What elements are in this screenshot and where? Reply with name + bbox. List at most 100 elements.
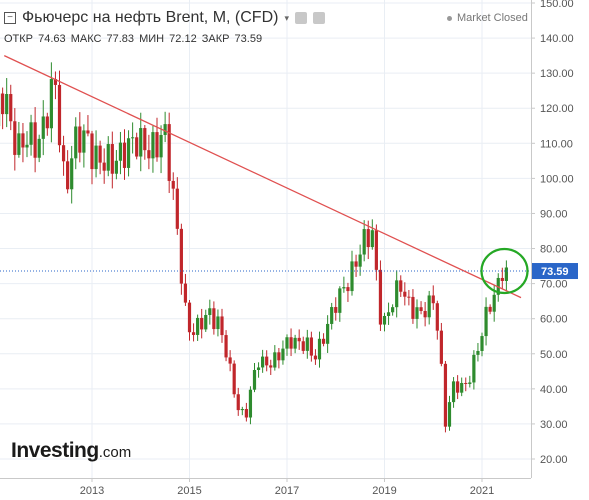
candle-body: [403, 291, 407, 297]
candle-body: [17, 133, 21, 155]
y-axis: 20.00 30.00 40.00 50.00 60.00 70.00 80.00 90.00…: [531, 0, 578, 478]
candle-body: [21, 133, 25, 148]
candle-body: [212, 308, 216, 330]
candle-body: [411, 296, 415, 319]
candle-body: [382, 315, 387, 325]
candle-body: [386, 312, 391, 316]
candle-body: [41, 116, 45, 139]
y-tick-label: 30.00: [540, 419, 568, 431]
title-row: − Фьючерс на нефть Brent, M, (CFD) ▾: [4, 9, 325, 27]
candle-body: [346, 287, 350, 292]
y-tick-label: 40.00: [540, 384, 568, 396]
x-tick-label: 2021: [470, 485, 494, 497]
candle-body: [135, 137, 139, 157]
candle-body: [98, 145, 102, 163]
y-tick-label: 140.00: [540, 33, 574, 45]
candle-body: [321, 338, 326, 344]
candle-body: [301, 341, 305, 351]
settings-icon[interactable]: [294, 12, 307, 24]
candle-body: [126, 138, 131, 168]
candle-body: [468, 382, 472, 384]
investing-logo[interactable]: Investing.com: [11, 439, 131, 463]
candle-body: [78, 126, 82, 153]
candle-body: [480, 336, 484, 351]
candle-body: [309, 337, 313, 356]
candle-body: [29, 122, 33, 145]
candle-body: [45, 116, 49, 129]
candle-body: [183, 283, 188, 303]
candle-body: [281, 348, 285, 361]
candle-body: [151, 132, 155, 159]
candle-body: [13, 121, 17, 155]
candle-body: [208, 308, 212, 315]
candlestick-series: [0, 62, 508, 433]
x-tick-label: 2013: [80, 485, 104, 497]
candle-body: [435, 303, 439, 331]
candle-body: [460, 382, 464, 393]
candle-body: [362, 229, 366, 255]
candle-body: [33, 122, 37, 158]
chart-header: − Фьючерс на нефть Brent, M, (CFD) ▾ ОТК…: [0, 0, 589, 50]
candle-body: [374, 230, 378, 270]
y-tick-label: 110.00: [540, 138, 573, 150]
candle-body: [256, 367, 261, 370]
logo-main: Investing: [11, 439, 99, 462]
candle-body: [5, 94, 9, 115]
candle-body: [114, 160, 118, 174]
candle-body: [248, 389, 253, 418]
candle-body: [224, 335, 228, 358]
fullscreen-icon[interactable]: [312, 12, 325, 24]
candle-body: [500, 277, 504, 282]
candle-body: [488, 306, 492, 312]
candle-body: [171, 180, 175, 189]
candle-body: [131, 137, 135, 139]
candle-body: [317, 338, 322, 360]
last-price-label: 73.59: [541, 266, 569, 278]
candle-body: [82, 130, 86, 153]
candle-body: [220, 316, 224, 336]
candle-body: [232, 363, 236, 395]
candle-body: [269, 365, 273, 368]
x-axis: 2013 2015 2017 2019 2021: [0, 478, 531, 497]
candle-body: [330, 307, 334, 324]
candle-body: [297, 337, 301, 342]
candle-body: [252, 369, 257, 390]
candle-body: [334, 307, 338, 313]
candle-body: [179, 228, 183, 284]
candle-body: [439, 330, 443, 364]
candle-body: [273, 352, 277, 368]
candle-body: [358, 254, 362, 267]
chart-grid: [0, 0, 531, 478]
candle-body: [228, 357, 232, 364]
candle-body: [70, 158, 74, 190]
candle-body: [451, 381, 456, 403]
candle-body: [350, 261, 354, 292]
candle-body: [106, 144, 110, 171]
candle-body: [415, 307, 419, 319]
high-label: МАКС: [70, 33, 102, 45]
market-status-text: Market Closed: [457, 12, 528, 24]
candle-body: [378, 269, 383, 325]
candle-body: [431, 295, 435, 304]
candle-body: [110, 144, 114, 174]
candle-body: [66, 161, 70, 190]
candle-body: [305, 337, 309, 351]
candle-body: [244, 409, 248, 418]
x-tick-label: 2019: [372, 485, 396, 497]
candle-body: [167, 124, 171, 181]
candle-body: [191, 332, 196, 335]
chevron-down-icon[interactable]: ▾: [284, 12, 289, 23]
candle-body: [261, 356, 265, 368]
candle-body: [476, 350, 480, 355]
y-tick-label: 150.00: [540, 0, 574, 10]
candle-body: [200, 317, 204, 330]
candle-body: [102, 162, 106, 171]
candle-body: [74, 126, 78, 159]
candle-body: [326, 323, 330, 344]
candle-body: [147, 150, 151, 159]
candle-body: [139, 128, 143, 157]
y-tick-label: 50.00: [540, 349, 568, 361]
y-tick-label: 80.00: [540, 244, 568, 256]
collapse-icon[interactable]: −: [4, 12, 16, 24]
